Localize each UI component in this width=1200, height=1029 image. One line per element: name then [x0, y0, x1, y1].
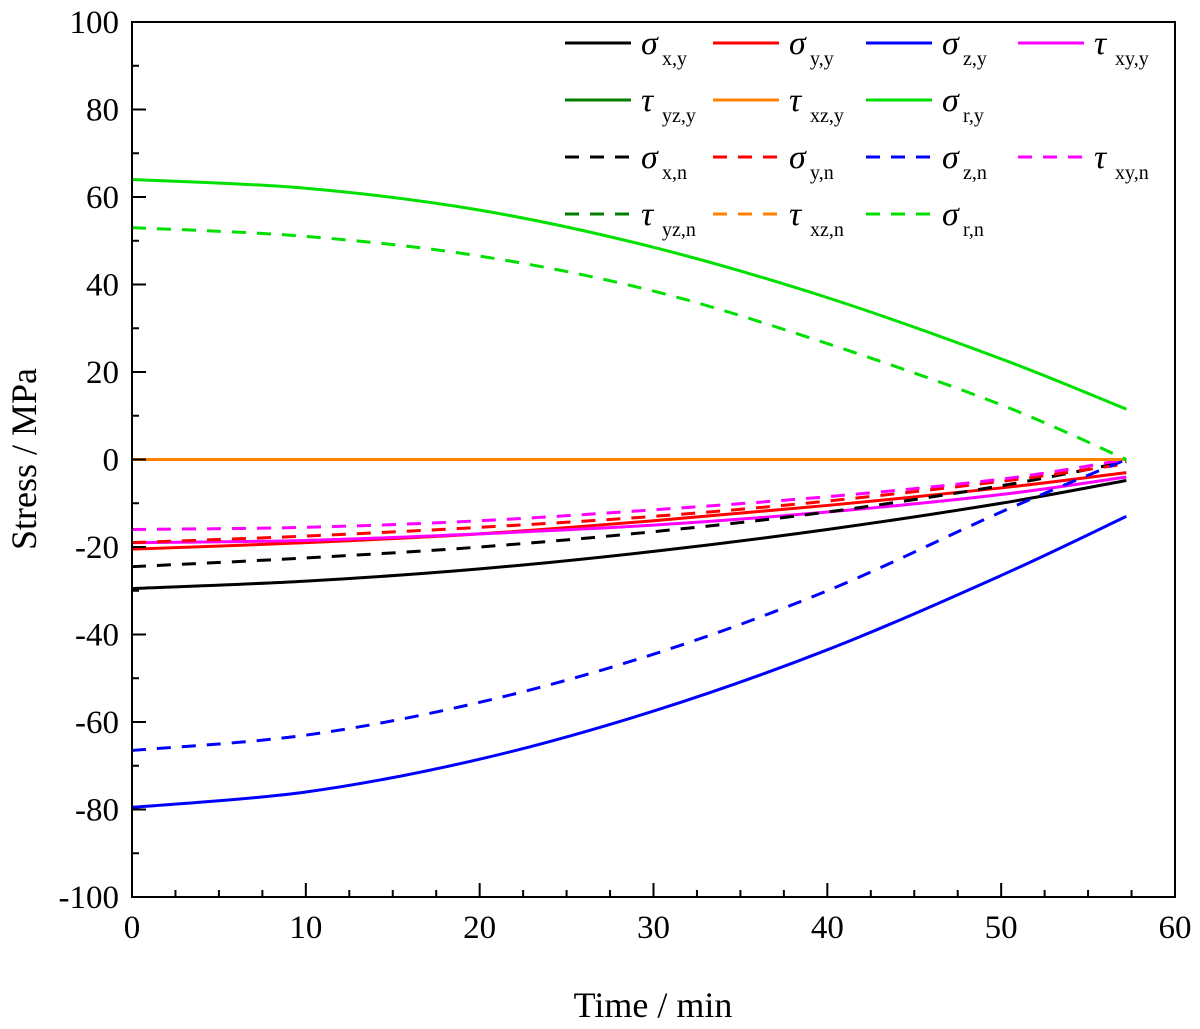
legend-item-x-n: σ x,n: [565, 139, 687, 184]
x-tick-label: 10: [289, 910, 322, 946]
ticks-layer: 0 10 20 30 40 50 60 -100 -80 -60 -40 -20 0 20 40 60 80 10…: [59, 5, 1192, 946]
legend-symbol: σ: [942, 82, 960, 119]
legend-subscript: z,n: [963, 162, 987, 184]
y-tick-label: 0: [103, 443, 120, 479]
legend-subscript: xy,y: [1115, 48, 1149, 70]
series-layer: [131, 178, 1127, 809]
series-line-z-n: [131, 458, 1127, 752]
x-tick-label: 30: [637, 910, 670, 946]
legend-item-xy-n: τ xy,n: [1018, 139, 1149, 184]
legend-subscript: yz,y: [662, 105, 696, 127]
legend-item-z-n: σ z,n: [866, 139, 987, 184]
series-line-y-y: [131, 471, 1127, 551]
legend-item-y-y: σ y,y: [713, 25, 834, 70]
y-tick-label: 20: [86, 355, 119, 391]
legend-symbol: σ: [789, 25, 807, 62]
x-axis-title: Time / min: [574, 985, 733, 1025]
legend-item-y-n: σ y,n: [713, 139, 834, 184]
x-tick-label: 0: [124, 910, 141, 946]
legend-symbol: σ: [641, 25, 659, 62]
legend-symbol: σ: [942, 139, 960, 176]
legend-subscript: r,y: [963, 105, 984, 127]
legend-item-xy-y: τ xy,y: [1018, 25, 1149, 70]
legend-symbol: σ: [942, 196, 960, 233]
legend-subscript: x,n: [662, 162, 687, 184]
y-tick-label: 40: [86, 268, 119, 304]
series-line-x-y: [131, 479, 1127, 591]
x-tick-label: 20: [463, 910, 496, 946]
legend-subscript: xy,n: [1115, 162, 1149, 184]
y-tick-label: -60: [75, 705, 119, 741]
legend-subscript: yz,n: [662, 219, 696, 241]
legend-item-yz-n: τ yz,n: [565, 196, 696, 241]
legend-subscript: x,y: [662, 48, 687, 70]
legend-symbol: τ: [1094, 25, 1108, 62]
y-tick-label: -100: [59, 880, 120, 916]
legend-symbol: τ: [789, 82, 803, 119]
y-tick-label: 100: [70, 5, 120, 41]
legend-item-yz-y: τ yz,y: [565, 82, 696, 127]
y-tick-label: 80: [86, 93, 119, 129]
legend-subscript: y,n: [810, 162, 834, 184]
y-tick-label: 60: [86, 180, 119, 216]
series-line-xy-n: [131, 458, 1127, 531]
x-tick-label: 50: [985, 910, 1018, 946]
legend-symbol: τ: [641, 196, 655, 233]
x-tick-label: 40: [811, 910, 844, 946]
series-line-z-y: [131, 515, 1127, 809]
series-line-r-n: [131, 226, 1127, 461]
legend-item-r-y: σ r,y: [866, 82, 984, 127]
legend-symbol: τ: [789, 196, 803, 233]
series-line-xy-y: [131, 475, 1127, 545]
legend-item-r-n: σ r,n: [866, 196, 984, 241]
legend-subscript: r,n: [963, 219, 984, 241]
legend: σ x,y σ y,y σ z,y τ xy,yτ yz,y τ xz,y σ r,yσ x,n σ y,n σ…: [565, 25, 1149, 241]
legend-symbol: σ: [942, 25, 960, 62]
legend-item-xz-n: τ xz,n: [713, 196, 844, 241]
legend-subscript: y,y: [810, 48, 834, 70]
legend-symbol: τ: [1094, 139, 1108, 176]
series-line-r-y: [131, 178, 1127, 411]
legend-item-xz-y: τ xz,y: [713, 82, 844, 127]
legend-item-x-y: σ x,y: [565, 25, 687, 70]
legend-item-z-y: σ z,y: [866, 25, 987, 70]
legend-symbol: σ: [789, 139, 807, 176]
y-tick-label: -80: [75, 793, 119, 829]
y-tick-label: -20: [75, 530, 119, 566]
x-tick-label: 60: [1159, 910, 1192, 946]
legend-symbol: σ: [641, 139, 659, 176]
y-tick-label: -40: [75, 618, 119, 654]
legend-subscript: xz,n: [810, 219, 844, 241]
legend-symbol: τ: [641, 82, 655, 119]
y-axis-title: Stress / MPa: [4, 368, 44, 550]
legend-subscript: xz,y: [810, 105, 844, 127]
legend-subscript: z,y: [963, 48, 987, 70]
